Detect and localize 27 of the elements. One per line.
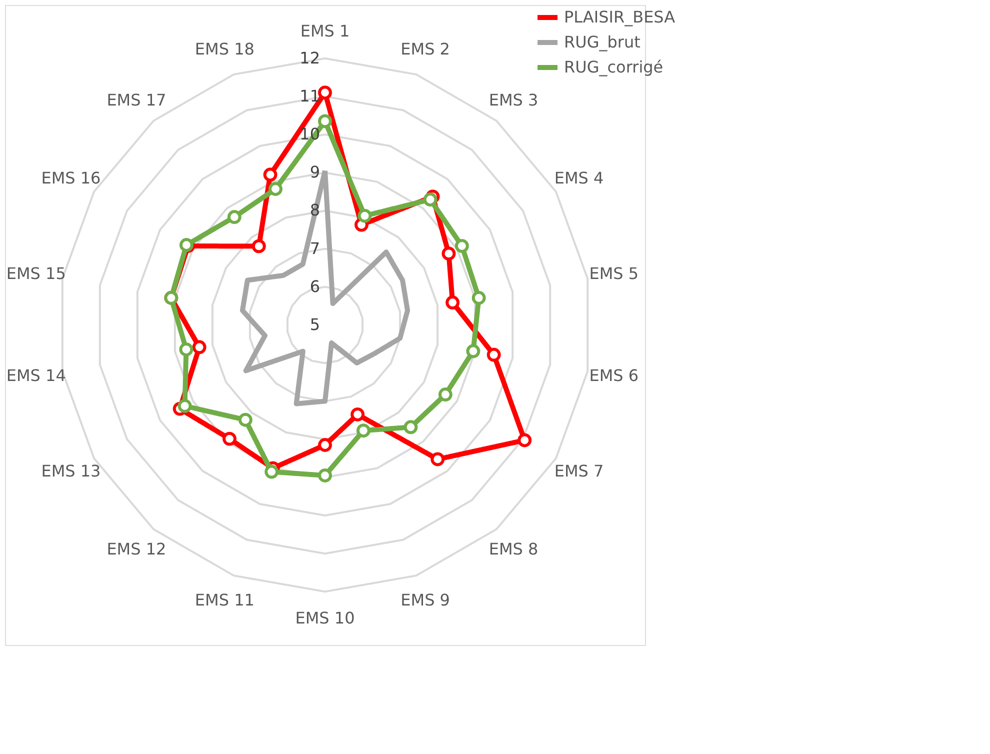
spoke-label: EMS 12 bbox=[106, 540, 166, 559]
spoke-label: EMS 8 bbox=[488, 540, 538, 559]
spoke-label: EMS 17 bbox=[106, 90, 166, 110]
spoke-label: EMS 5 bbox=[589, 264, 639, 284]
spoke-label: EMS 14 bbox=[6, 366, 66, 385]
legend-label: RUG_corrigé bbox=[564, 58, 664, 76]
y-tick-label: 11 bbox=[300, 86, 320, 106]
spoke-label: EMS 6 bbox=[589, 366, 639, 385]
y-tick-label: 7 bbox=[310, 238, 320, 258]
spoke-label: EMS 13 bbox=[41, 462, 101, 481]
spoke-label: EMS 9 bbox=[400, 590, 450, 610]
spoke-label: EMS 11 bbox=[194, 590, 254, 610]
spoke-label: EMS 18 bbox=[194, 39, 254, 58]
spoke-label: EMS 4 bbox=[554, 168, 604, 188]
spoke-label: EMS 1 bbox=[300, 22, 350, 41]
spoke-label: EMS 16 bbox=[41, 168, 101, 188]
legend-label: PLAISIR_BESA bbox=[564, 8, 676, 26]
y-tick-label: 6 bbox=[310, 276, 320, 296]
spoke-label: EMS 7 bbox=[554, 462, 604, 481]
spoke-label: EMS 3 bbox=[488, 90, 538, 110]
y-tick-label: 12 bbox=[300, 48, 320, 68]
spoke-label: EMS 2 bbox=[400, 39, 450, 58]
spoke-label: EMS 15 bbox=[6, 264, 66, 284]
spoke-label: EMS 10 bbox=[295, 608, 355, 628]
y-tick-label: 9 bbox=[310, 162, 320, 182]
y-tick-label: 5 bbox=[310, 315, 320, 334]
legend-label: RUG_brut bbox=[564, 32, 640, 52]
